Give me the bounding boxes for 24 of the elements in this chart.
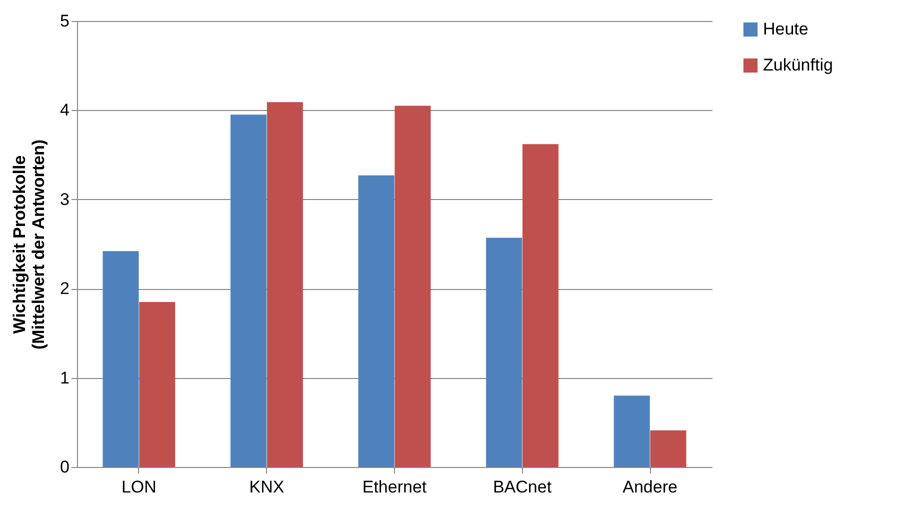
bar bbox=[230, 114, 267, 467]
bar bbox=[650, 430, 686, 467]
x-tick-label: BACnet bbox=[492, 478, 552, 496]
y-tick-label: 3 bbox=[60, 190, 70, 209]
y-tick-label: 0 bbox=[60, 458, 70, 476]
y-tick-label: 1 bbox=[60, 368, 70, 388]
x-tick-label: Ethernet bbox=[362, 478, 427, 496]
bar bbox=[266, 102, 303, 467]
legend-label: Heute bbox=[763, 20, 808, 38]
x-tick-label: LON bbox=[121, 478, 156, 496]
bar bbox=[522, 144, 558, 467]
bar bbox=[139, 302, 176, 467]
y-tick-label: 5 bbox=[60, 12, 70, 30]
bar bbox=[358, 175, 394, 467]
bar bbox=[614, 396, 650, 467]
y-tick-label: 2 bbox=[60, 279, 70, 298]
bar bbox=[486, 238, 522, 467]
x-tick-label: KNX bbox=[249, 478, 284, 496]
y-axis-title: Wichtigkeit Protokolle (Mittelwert der Antworten) bbox=[10, 140, 48, 350]
legend-label: Zukünftig bbox=[763, 56, 833, 74]
bar bbox=[394, 106, 431, 467]
x-tick-label: Andere bbox=[622, 478, 678, 496]
bar bbox=[102, 251, 139, 467]
y-tick-label: 4 bbox=[60, 100, 70, 120]
